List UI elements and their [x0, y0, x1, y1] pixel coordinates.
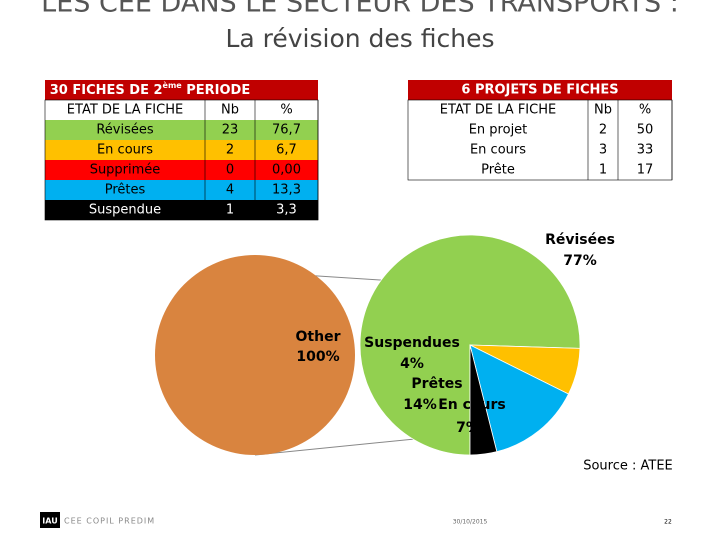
table-cell: 76,7: [272, 123, 301, 138]
table-cell: 3: [599, 143, 607, 158]
table-cell: En cours: [470, 143, 526, 158]
table-row-bg: [45, 160, 318, 180]
page-number: 22: [664, 519, 672, 526]
table-border: [44, 99, 319, 221]
pie-slice: [155, 255, 355, 455]
table-cell: Prêtes: [105, 183, 146, 198]
label: Other: [296, 329, 341, 345]
footer-left: CEE COPIL PREDIM: [64, 517, 155, 526]
table-cell: 50: [637, 123, 654, 138]
logo-box: [40, 512, 60, 528]
table-row-bg: [45, 100, 318, 120]
table-cell: 0,00: [272, 163, 301, 178]
subtitle: La révision des fiches: [225, 24, 494, 53]
table-cell: 3,3: [276, 203, 297, 218]
t1-title-sup: ème: [163, 80, 183, 90]
table-cell: %: [280, 103, 292, 118]
table-cell: 1: [226, 203, 234, 218]
logo: IAU: [42, 517, 57, 526]
table-row-bg: [45, 200, 318, 220]
table2-title: 6 PROJETS DE FICHES: [461, 83, 618, 98]
table-cell: 13,3: [272, 183, 301, 198]
table-cell: 4: [226, 183, 234, 198]
table1-title: 30 FICHES DE 2ème PERIODE: [50, 80, 250, 98]
label: En cours: [438, 397, 506, 413]
value-label: 77%: [563, 253, 597, 269]
table-cell: Nb: [221, 103, 239, 118]
table-row-bg: [45, 120, 318, 140]
table-cell: Suspendue: [89, 203, 161, 218]
t1-title-b: PERIODE: [182, 83, 251, 98]
table-cell: 33: [637, 143, 654, 158]
t1-title-a: 30 FICHES DE 2: [50, 83, 163, 98]
table-cell: En cours: [97, 143, 153, 158]
value-label: 4%: [400, 356, 424, 372]
table1-header-bg: [45, 80, 318, 100]
value-label: 14%: [403, 397, 437, 413]
pie-slice: [469, 344, 570, 453]
table-cell: Prête: [481, 163, 515, 178]
table-cell: %: [639, 103, 651, 118]
table-cell: 0: [226, 163, 234, 178]
table-cell: ETAT DE LA FICHE: [67, 103, 183, 118]
table-row-bg: [408, 160, 672, 180]
footer-date: 30/10/2015: [453, 519, 488, 526]
table-row-bg: [408, 100, 672, 120]
table-row-bg: [408, 140, 672, 160]
table-cell: 2: [599, 123, 607, 138]
table-border: [407, 99, 673, 181]
table2-header-bg: [408, 80, 672, 100]
table-cell: 23: [222, 123, 239, 138]
value-label: 100%: [296, 349, 339, 365]
table-cell: En projet: [469, 123, 528, 138]
table-row-bg: [45, 180, 318, 200]
pie-slice: [469, 344, 498, 456]
table-cell: 2: [226, 143, 234, 158]
source: Source : ATEE: [583, 459, 673, 474]
table-cell: Nb: [594, 103, 612, 118]
label: Révisées: [545, 232, 615, 248]
table-cell: 17: [637, 163, 654, 178]
title: LES CEE DANS LE SECTEUR DES TRANSPORTS :: [41, 0, 679, 19]
table-cell: ETAT DE LA FICHE: [440, 103, 556, 118]
table-row-bg: [45, 140, 318, 160]
table-cell: 6,7: [276, 143, 297, 158]
label: Prêtes: [411, 376, 462, 392]
table-cell: Révisées: [96, 123, 154, 138]
table-cell: 1: [599, 163, 607, 178]
label: Suspendues: [364, 335, 460, 351]
table-cell: Supprimée: [90, 163, 161, 178]
table-row-bg: [408, 120, 672, 140]
value-label: 7%: [456, 420, 480, 436]
